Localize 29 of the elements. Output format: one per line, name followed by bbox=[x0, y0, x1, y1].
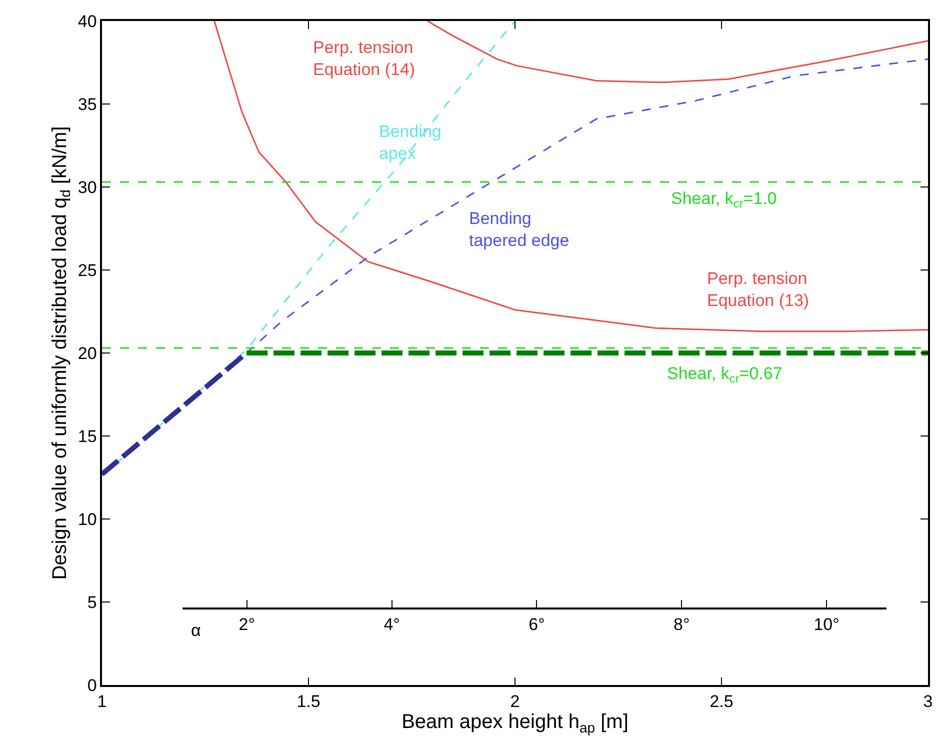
y-tick-label: 25 bbox=[78, 260, 97, 280]
x2-tick-label: 10° bbox=[814, 614, 840, 634]
x2-tick-label: 8° bbox=[674, 614, 690, 634]
x-tick-label: 2 bbox=[510, 692, 520, 712]
line-series bbox=[426, 21, 928, 84]
y-tick-label: 35 bbox=[78, 94, 97, 114]
y-tick-label: 15 bbox=[78, 426, 97, 446]
y-tick-label: 40 bbox=[78, 12, 97, 31]
y-tick-label: 20 bbox=[78, 344, 97, 363]
series-label: Bending apex bbox=[379, 122, 442, 164]
x2-tick-label: 6° bbox=[528, 614, 545, 634]
series-label: Perp. tension Equation (13) bbox=[707, 269, 810, 310]
y-tick-label: 5 bbox=[87, 592, 97, 612]
x-tick-label: 1.5 bbox=[296, 692, 320, 712]
series-label: Perp. tension Equation (14) bbox=[313, 38, 416, 80]
x-axis-title: Beam apex height h$_{ap}$ [m] bbox=[402, 711, 628, 736]
x-tick-label: 3 bbox=[923, 692, 933, 712]
series-label: Bending tapered edge bbox=[469, 209, 570, 250]
x2-tick-label: 2° bbox=[238, 614, 256, 634]
x2-tick-label: 4° bbox=[384, 614, 400, 634]
y-tick-label: 30 bbox=[78, 178, 97, 197]
x2-axis-title: α bbox=[191, 621, 201, 640]
line-series bbox=[214, 21, 928, 332]
series-label: Shear, k$_{cr}$=0.67 bbox=[667, 364, 782, 386]
x-tick-label: 1 bbox=[97, 692, 107, 712]
y-tick-label: 10 bbox=[78, 510, 97, 529]
y-tick-label: 0 bbox=[87, 676, 97, 695]
series-label: Shear, k$_{cr}$=1.0 bbox=[671, 189, 777, 211]
x-tick-label: 2.5 bbox=[710, 692, 734, 712]
